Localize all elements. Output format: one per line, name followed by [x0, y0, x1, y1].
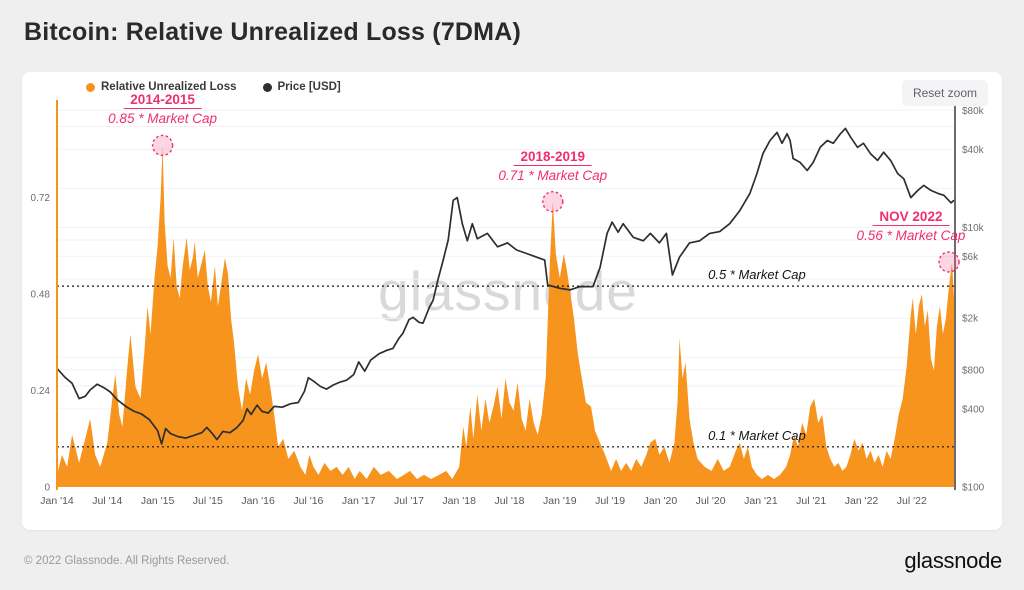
right-axis-tick: $40k	[962, 145, 985, 156]
x-axis-tick: Jul '21	[796, 495, 826, 507]
left-axis-tick: 0.72	[31, 193, 51, 204]
legend-label: Relative Unrealized Loss	[101, 81, 237, 93]
footer: © 2022 Glassnode. All Rights Reserved. g…	[24, 546, 1002, 576]
x-axis-tick: Jan '21	[744, 495, 778, 507]
x-axis-tick: Jan '22	[845, 495, 879, 507]
x-axis-tick: Jul '16	[293, 495, 323, 507]
right-axis-tick: $80k	[962, 106, 985, 117]
chart-legend: Relative Unrealized Loss Price [USD]	[86, 81, 341, 93]
right-axis-tick: $400	[962, 404, 985, 415]
chart-svg[interactable]: 0.5 * Market Cap 0.1 * Market Cap 0 0.24 0.4…	[22, 72, 1002, 530]
glassnode-logo: glassnode	[904, 548, 1002, 573]
x-axis-tick: Jul '15	[193, 495, 223, 507]
right-axis-tick: $6k	[962, 252, 979, 263]
x-axis-tick: Jan '19	[543, 495, 577, 507]
annotation-peak-circle	[938, 251, 960, 273]
copyright-text: © 2022 Glassnode. All Rights Reserved.	[24, 555, 230, 567]
relative-unrealized-loss-area	[57, 145, 954, 487]
price-line	[56, 127, 955, 445]
x-axis-tick: Jan '14	[40, 495, 74, 507]
left-axis-tick: 0.48	[31, 290, 51, 301]
x-axis-tick: Jul '14	[92, 495, 122, 507]
x-axis-tick: Jan '15	[141, 495, 175, 507]
left-axis-tick: 0.24	[31, 386, 51, 397]
page-title: Bitcoin: Relative Unrealized Loss (7DMA)	[24, 18, 521, 46]
legend-item-price-usd: Price [USD]	[262, 81, 341, 93]
chart-card: glassnode 0.5 * Market Cap 0.1 * Market C…	[22, 72, 1002, 530]
x-axis-tick: Jan '16	[241, 495, 275, 507]
right-axis-tick: $800	[962, 365, 985, 376]
x-axis-tick: Jan '18	[442, 495, 476, 507]
annotation-peak-circle	[151, 134, 174, 157]
left-axis-tick: 0	[44, 483, 50, 494]
market-cap-rule-label: 0.5 * Market Cap	[708, 267, 806, 282]
right-axis-tick: $100	[962, 483, 985, 494]
dark-dot-icon	[262, 82, 272, 92]
right-axis-tick: $10k	[962, 223, 985, 234]
x-axis-tick: Jul '19	[595, 495, 625, 507]
reset-zoom-button[interactable]: Reset zoom	[901, 80, 988, 106]
market-cap-rule-label: 0.1 * Market Cap	[708, 428, 806, 443]
legend-item-relative-unrealized-loss: Relative Unrealized Loss	[86, 81, 237, 93]
x-axis-tick: Jul '20	[696, 495, 726, 507]
x-axis-tick: Jul '18	[494, 495, 524, 507]
x-axis-tick: Jul '22	[897, 495, 927, 507]
annotation-peak-circle	[542, 190, 564, 213]
orange-dot-icon	[86, 82, 95, 92]
legend-label: Price [USD]	[277, 81, 341, 93]
x-axis-tick: Jan '17	[342, 495, 376, 507]
x-axis-tick: Jan '20	[644, 495, 678, 507]
right-axis-tick: $2k	[962, 314, 979, 325]
x-axis-tick: Jul '17	[394, 495, 424, 507]
